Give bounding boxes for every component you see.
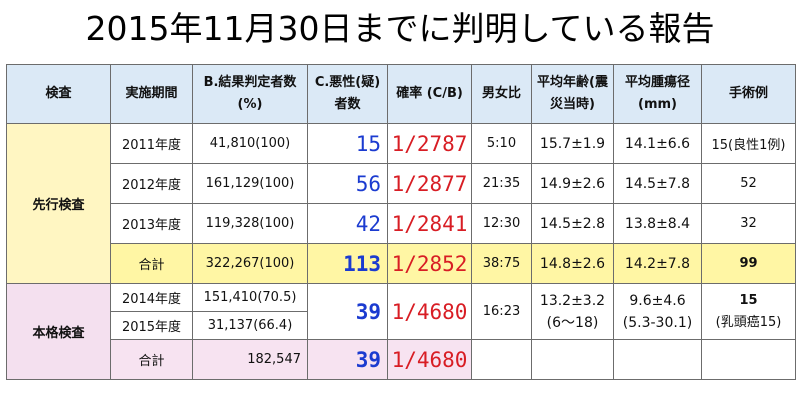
header-age-line2: 災当時) — [550, 97, 595, 112]
cell-rate-value: 1/4680 — [391, 347, 468, 372]
cell-sex: 5:10 — [471, 123, 532, 164]
cell-total-label: 合計 — [110, 243, 193, 284]
cell-empty — [531, 339, 614, 380]
page-title: 2015年11月30日までに判明している報告 — [85, 9, 715, 48]
cell-c: 39 — [307, 339, 388, 380]
header-tumor-line1: 平均腫瘍径 — [624, 75, 690, 90]
cell-b: 119,328(100) — [192, 203, 308, 244]
cell-period: 2015年度 — [110, 311, 193, 340]
cell-age: 15.7±1.9 — [531, 123, 614, 164]
header-b-line1: B.結果判定者数 — [203, 75, 297, 90]
cell-period: 2013年度 — [110, 203, 193, 244]
group-label-full-scale: 本格検査 — [6, 283, 111, 380]
cell-tumor-merged: 9.6±4.6 (5.3-30.1) — [613, 283, 702, 340]
cell-sex-merged: 16:23 — [471, 283, 532, 340]
cell-rate: 1/2787 — [387, 123, 472, 164]
cell-period: 2012年度 — [110, 163, 193, 204]
cell-tumor-range: (5.3-30.1) — [622, 314, 693, 331]
header-rate: 確率 (C/B) — [387, 64, 472, 124]
cell-tumor: 14.5±7.8 — [613, 163, 702, 204]
cell-rate-value: 1/4680 — [391, 299, 468, 324]
cell-tumor: 14.2±7.8 — [613, 243, 702, 284]
cell-surgery: 32 — [701, 203, 796, 244]
total-row-preliminary: 合計 322,267(100) 113 1/2852 38:75 14.8±2.… — [7, 243, 796, 284]
cell-rate: 1/2852 — [387, 243, 472, 284]
cell-rate-value: 1/2787 — [391, 131, 468, 156]
header-age: 平均年齢(震 災当時) — [531, 64, 614, 124]
header-tumor: 平均腫瘍径 (mm) — [613, 64, 702, 124]
cell-sex: 38:75 — [471, 243, 532, 284]
cell-rate-value: 1/2877 — [391, 171, 468, 196]
cell-age-mean: 13.2±3.2 — [539, 292, 606, 309]
cell-c: 42 — [307, 203, 388, 244]
cell-empty — [613, 339, 702, 380]
header-c-line1: C.悪性(疑) — [314, 75, 381, 90]
cell-surgery-count: 15 — [739, 292, 758, 308]
header-age-line1: 平均年齢(震 — [537, 75, 608, 90]
cell-b: 161,129(100) — [192, 163, 308, 204]
total-row-full-scale: 合計 182,547 39 1/4680 — [7, 339, 796, 380]
cell-b: 151,410(70.5) — [192, 283, 308, 312]
cell-c-merged: 39 — [307, 283, 388, 340]
cell-c: 113 — [307, 243, 388, 284]
cell-c-value: 113 — [343, 251, 381, 276]
cell-empty — [701, 339, 796, 380]
cell-c-value: 39 — [355, 347, 381, 372]
cell-rate: 1/4680 — [387, 339, 472, 380]
cell-tumor-mean: 9.6±4.6 — [629, 292, 686, 309]
cell-age-range: (6～18) — [546, 314, 599, 331]
cell-rate: 1/2841 — [387, 203, 472, 244]
table-row: 2013年度 119,328(100) 42 1/2841 12:30 14.5… — [7, 203, 796, 244]
header-inspection: 検査 — [6, 64, 111, 124]
header-row: 検査 実施期間 B.結果判定者数 (%) C.悪性(疑) 者数 確率 (C/B)… — [6, 64, 796, 124]
header-tumor-line2: (mm) — [638, 97, 677, 112]
table-row: 本格検査 2014年度 151,410(70.5) 39 1/4680 16:2… — [6, 283, 796, 380]
cell-surgery: 52 — [701, 163, 796, 204]
cell-age-merged: 13.2±3.2 (6～18) — [531, 283, 614, 340]
cell-surgery: 15(良性1例) — [701, 123, 796, 164]
cell-b: 41,810(100) — [192, 123, 308, 164]
cell-c-value: 39 — [355, 299, 381, 324]
header-c: C.悪性(疑) 者数 — [307, 64, 388, 124]
header-b: B.結果判定者数 (%) — [192, 64, 308, 124]
cell-rate-value: 1/2841 — [391, 211, 468, 236]
cell-surgery-merged: 15 (乳頭癌15) — [701, 283, 796, 340]
cell-rate: 1/2877 — [387, 163, 472, 204]
cell-rate-merged: 1/4680 — [387, 283, 472, 340]
header-c-line2: 者数 — [334, 97, 361, 112]
cell-age: 14.5±2.8 — [531, 203, 614, 244]
cell-c: 56 — [307, 163, 388, 204]
cell-c-value: 42 — [355, 211, 381, 236]
cell-b: 182,547 — [192, 339, 308, 380]
header-surgery: 手術例 — [701, 64, 796, 124]
cell-age: 14.9±2.6 — [531, 163, 614, 204]
cell-total-label: 合計 — [110, 339, 193, 380]
table-row: 2015年度 31,137(66.4) — [7, 311, 796, 340]
cell-period: 2014年度 — [110, 283, 193, 312]
header-sex-ratio: 男女比 — [471, 64, 532, 124]
cell-sex: 12:30 — [471, 203, 532, 244]
header-period: 実施期間 — [110, 64, 193, 124]
cell-age: 14.8±2.6 — [531, 243, 614, 284]
cell-surgery: 99 — [701, 243, 796, 284]
cell-tumor: 14.1±6.6 — [613, 123, 702, 164]
cell-tumor: 13.8±8.4 — [613, 203, 702, 244]
cell-b: 322,267(100) — [192, 243, 308, 284]
cell-c-value: 56 — [355, 171, 381, 196]
cell-surgery-note: (乳頭癌15) — [715, 314, 782, 330]
cell-c-value: 15 — [355, 131, 381, 156]
cell-rate-value: 1/2852 — [391, 251, 468, 276]
header-b-line2: (%) — [237, 97, 263, 112]
table-row: 2012年度 161,129(100) 56 1/2877 21:35 14.9… — [7, 163, 796, 204]
group-label-preliminary: 先行検査 — [6, 123, 111, 284]
table-row: 先行検査 2011年度 41,810(100) 15 1/2787 5:10 1… — [6, 123, 796, 284]
cell-empty — [471, 339, 532, 380]
cell-sex: 21:35 — [471, 163, 532, 204]
cell-c: 15 — [307, 123, 388, 164]
report-table: 検査 実施期間 B.結果判定者数 (%) C.悪性(疑) 者数 確率 (C/B)… — [6, 64, 796, 380]
cell-b: 31,137(66.4) — [192, 311, 308, 340]
cell-period: 2011年度 — [110, 123, 193, 164]
